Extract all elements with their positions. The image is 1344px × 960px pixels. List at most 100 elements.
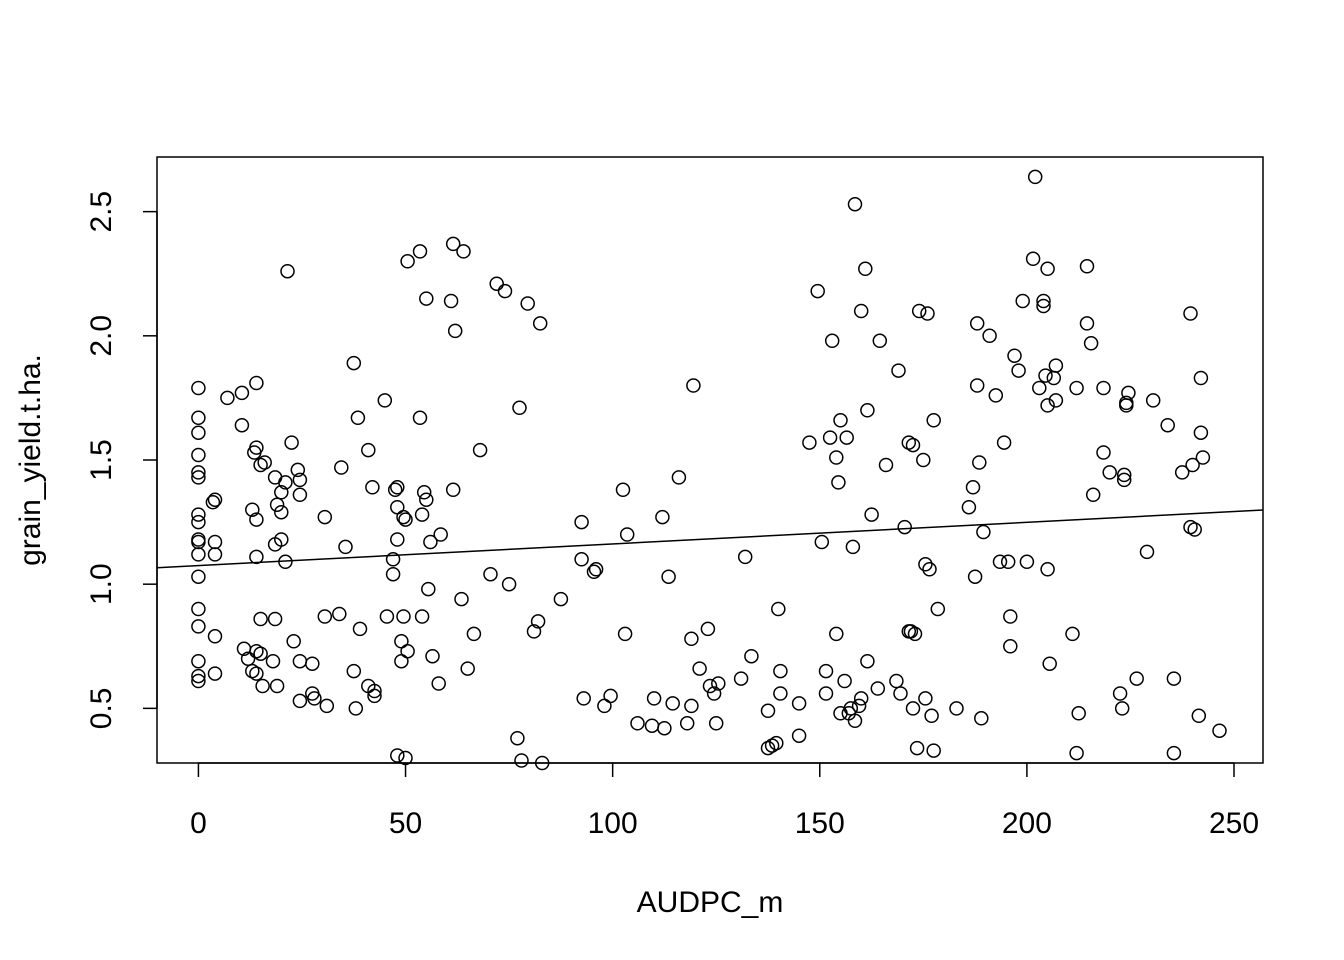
data-point <box>891 363 906 378</box>
data-point <box>483 566 498 582</box>
data-point <box>679 716 695 731</box>
data-point <box>191 514 206 530</box>
data-point <box>1114 701 1130 716</box>
data-point <box>684 631 699 647</box>
data-point <box>903 624 919 639</box>
data-point <box>615 482 631 498</box>
data-point <box>1036 293 1051 309</box>
data-point <box>292 472 308 488</box>
data-point <box>845 539 861 555</box>
data-point <box>390 480 405 495</box>
data-point <box>520 296 535 311</box>
x-tick-label: 0 <box>190 807 207 840</box>
data-point <box>916 452 931 468</box>
data-point <box>317 509 333 525</box>
data-point <box>445 236 461 252</box>
data-point <box>630 716 645 731</box>
data-point <box>858 261 873 277</box>
data-point <box>588 562 604 577</box>
data-point <box>853 303 869 319</box>
data-point <box>423 534 438 550</box>
data-point <box>1048 393 1064 408</box>
data-point <box>1119 395 1134 411</box>
data-point <box>617 626 633 642</box>
data-point <box>1011 363 1026 378</box>
data-point <box>1069 380 1084 396</box>
data-point <box>414 609 430 624</box>
data-point <box>234 385 250 401</box>
data-point <box>419 291 434 306</box>
data-point <box>646 691 662 706</box>
data-point <box>191 653 206 669</box>
data-point <box>700 621 716 637</box>
data-point <box>553 591 569 607</box>
data-point <box>191 673 206 689</box>
data-point <box>191 410 206 426</box>
data-point <box>274 485 289 500</box>
data-point <box>831 475 846 490</box>
data-point <box>1040 398 1055 413</box>
data-point <box>847 713 863 729</box>
data-point <box>1102 465 1117 480</box>
data-point <box>454 591 469 607</box>
data-point <box>379 609 395 624</box>
data-point <box>387 482 403 498</box>
data-point <box>396 509 411 525</box>
data-point <box>686 378 701 393</box>
data-point <box>1185 457 1200 473</box>
data-point <box>497 283 513 299</box>
data-point <box>191 507 206 522</box>
x-tick-label: 150 <box>795 807 845 840</box>
data-point <box>249 666 264 681</box>
data-point <box>1183 306 1198 321</box>
data-point <box>1040 261 1055 277</box>
data-point <box>1015 293 1030 309</box>
data-point <box>1166 671 1182 686</box>
data-point <box>365 480 380 495</box>
data-point <box>412 410 428 426</box>
data-point <box>191 547 206 562</box>
data-point <box>280 263 295 279</box>
data-point <box>818 686 834 701</box>
data-point <box>961 499 977 515</box>
data-point <box>965 480 981 495</box>
data-point <box>278 475 293 490</box>
data-point <box>711 676 726 691</box>
data-point <box>1112 686 1128 701</box>
data-point <box>348 701 364 716</box>
data-point <box>926 413 941 428</box>
data-point <box>1129 671 1144 686</box>
data-point <box>1145 393 1161 408</box>
data-point <box>1096 380 1111 396</box>
data-point <box>456 244 471 259</box>
data-point <box>1212 723 1227 738</box>
data-point <box>249 512 264 527</box>
data-point <box>847 196 863 212</box>
data-point <box>1083 336 1099 351</box>
x-tick-label: 200 <box>1002 807 1052 840</box>
data-point <box>972 455 987 470</box>
data-point <box>205 494 221 510</box>
data-point <box>445 482 461 498</box>
data-point <box>1085 487 1101 503</box>
data-point <box>284 435 299 450</box>
data-point <box>773 686 788 701</box>
data-point <box>361 442 376 458</box>
data-point <box>1121 385 1136 401</box>
data-point <box>245 502 260 517</box>
data-point <box>810 283 825 299</box>
data-point <box>791 696 807 711</box>
data-point <box>191 465 206 480</box>
data-point <box>733 671 749 686</box>
data-point <box>191 569 206 584</box>
data-point <box>352 621 368 637</box>
data-point <box>920 306 935 321</box>
data-point <box>390 532 405 547</box>
data-point <box>265 653 281 669</box>
data-point <box>930 601 946 617</box>
data-point <box>346 663 362 679</box>
data-point <box>191 601 206 617</box>
y-tick-label: 2.5 <box>85 191 118 233</box>
data-point <box>706 686 722 701</box>
data-point <box>969 378 985 393</box>
